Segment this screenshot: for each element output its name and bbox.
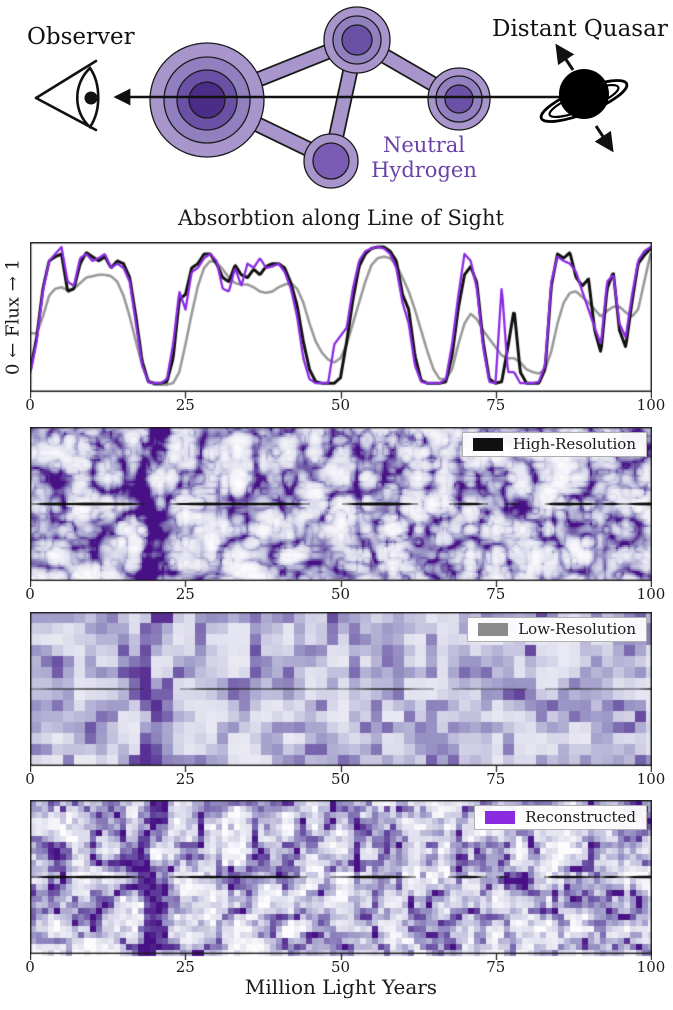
heatmap3-x-ticks: 0 25 50 75 100 bbox=[0, 958, 673, 976]
x-tick-label: 100 bbox=[636, 585, 666, 603]
x-tick-label: 0 bbox=[25, 396, 35, 414]
x-tick-label: 100 bbox=[636, 958, 666, 976]
spectrum-x-ticks: 0 25 50 75 100 bbox=[0, 396, 673, 414]
x-tick-label: 0 bbox=[25, 958, 35, 976]
legend-swatch-high-resolution bbox=[472, 438, 503, 451]
sightline-diagram: Observer Distant Quasar Neutral Hydrogen bbox=[27, 6, 668, 189]
hydrogen-blobs bbox=[149, 6, 491, 189]
x-tick-label: 100 bbox=[636, 396, 666, 414]
x-tick-label: 75 bbox=[486, 770, 506, 788]
legend-label-low-resolution: Low-Resolution bbox=[518, 620, 636, 638]
quasar-label: Distant Quasar bbox=[492, 16, 668, 42]
x-tick-label: 0 bbox=[25, 770, 35, 788]
x-tick-label: 25 bbox=[175, 958, 195, 976]
right-blob-core bbox=[444, 84, 474, 114]
heatmap2-x-ticks: 0 25 50 75 100 bbox=[0, 770, 673, 788]
heatmap1-x-ticks: 0 25 50 75 100 bbox=[0, 585, 673, 603]
big-blob-core bbox=[188, 81, 226, 119]
x-tick-label: 50 bbox=[330, 585, 351, 603]
accretion-ring-inner bbox=[548, 83, 620, 119]
quasar-black-hole bbox=[559, 69, 609, 119]
x-tick-label: 75 bbox=[486, 958, 506, 976]
x-tick-label: 75 bbox=[486, 585, 506, 603]
legend-swatch-low-resolution bbox=[478, 623, 509, 636]
neutral-hydrogen-label-line1: Neutral bbox=[383, 133, 465, 157]
accretion-ring-outer bbox=[539, 79, 629, 123]
x-tick-label: 75 bbox=[486, 396, 506, 414]
flux-axis-label: 0 ← Flux → 1 bbox=[2, 259, 24, 375]
quasar-icon bbox=[539, 43, 629, 153]
upper-blob-core bbox=[341, 24, 373, 56]
x-tick-label: 0 bbox=[25, 585, 35, 603]
quasar-jet-up bbox=[555, 43, 575, 71]
quasar-jet-down bbox=[594, 125, 614, 153]
x-tick-label: 25 bbox=[175, 770, 195, 788]
panel-high-resolution: High-Resolution bbox=[30, 427, 652, 587]
x-tick-label: 100 bbox=[636, 770, 666, 788]
legend-swatch-reconstructed bbox=[485, 811, 516, 824]
neutral-hydrogen-label-line2: Hydrogen bbox=[371, 158, 477, 182]
eye-icon bbox=[34, 59, 100, 132]
legend-label-reconstructed: Reconstructed bbox=[525, 808, 636, 826]
x-tick-label: 25 bbox=[175, 585, 195, 603]
legend-reconstructed: Reconstructed bbox=[474, 805, 647, 830]
x-tick-label: 50 bbox=[330, 396, 351, 414]
x-tick-label: 25 bbox=[175, 396, 195, 414]
spectrum-chart bbox=[30, 242, 652, 400]
legend-high-resolution: High-Resolution bbox=[461, 432, 647, 457]
panel-low-resolution: Low-Resolution bbox=[30, 612, 652, 772]
panel-reconstructed: Reconstructed bbox=[30, 800, 652, 960]
legend-low-resolution: Low-Resolution bbox=[467, 617, 647, 642]
x-tick-label: 50 bbox=[330, 770, 351, 788]
bottom-blob-core bbox=[312, 142, 350, 180]
spectrum-title: Absorbtion along Line of Sight bbox=[178, 206, 504, 230]
x-tick-label: 50 bbox=[330, 958, 351, 976]
legend-label-high-resolution: High-Resolution bbox=[512, 435, 636, 453]
x-axis-label: Million Light Years bbox=[244, 975, 438, 999]
observer-label: Observer bbox=[27, 24, 135, 50]
